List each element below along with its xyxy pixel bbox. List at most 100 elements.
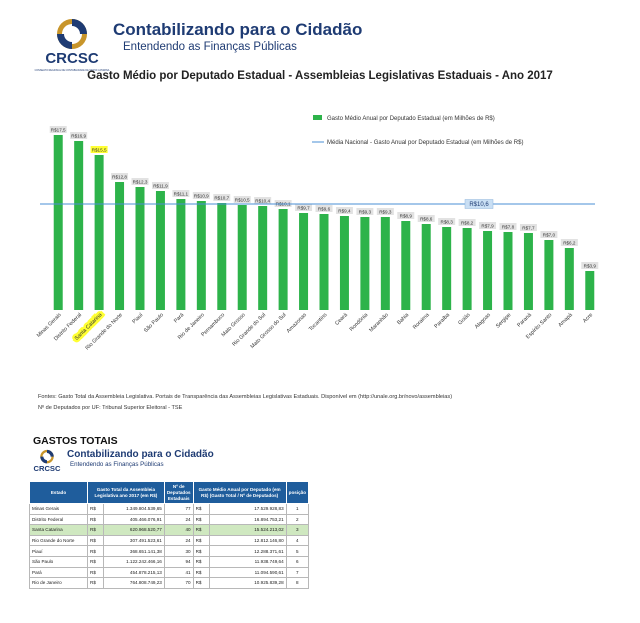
- table-row: Distrito Federal R$ 405.466.076,91 24 R$ 16.8…: [29, 513, 310, 526]
- cell-posicao: 5: [285, 545, 310, 557]
- cell-medio: 16.894.753,21: [208, 513, 287, 526]
- sources-note: Fontes: Gasto Total da Assembleia Legisl…: [38, 392, 452, 414]
- cell-currency: R$: [87, 577, 104, 589]
- data-label-2: R$16,9: [71, 133, 86, 138]
- bar-16: [360, 217, 370, 310]
- bar-2: [74, 141, 84, 310]
- data-label-10: R$10,5: [235, 197, 250, 202]
- bar-15: [339, 216, 349, 310]
- data-label-19: R$8,6: [420, 216, 433, 221]
- data-label-6: R$11,9: [153, 183, 168, 188]
- data-label-9: R$10,7: [214, 195, 229, 200]
- legend-line-label: Média Nacional - Gasto Anual por Deputad…: [327, 140, 523, 146]
- data-label-1: R$17,5: [51, 127, 66, 132]
- cell-currency: R$: [192, 534, 210, 547]
- cell-medio: 10.925.839,28: [208, 577, 287, 589]
- data-label-box-6: [151, 182, 169, 189]
- cell-posicao: 7: [285, 566, 310, 579]
- cell-medio: 15.524.213,02: [208, 524, 287, 536]
- cell-deputados: 40: [163, 524, 194, 536]
- table-row: São Paulo R$ 1.122.242.466,16 94 R$ 11.938.74…: [29, 555, 310, 568]
- data-label-box-23: [499, 223, 517, 230]
- cell-deputados: 41: [163, 566, 194, 579]
- cell-deputados: 24: [163, 534, 194, 547]
- data-label-box-26: [560, 239, 578, 246]
- data-label-8: R$10,9: [194, 193, 209, 198]
- bar-24: [523, 233, 533, 310]
- bar-19: [421, 224, 431, 310]
- cell-posicao: 2: [285, 513, 310, 526]
- data-label-13: R$9,7: [297, 205, 310, 210]
- mini-brand-subtitle: Entendendo as Finanças Públicas: [70, 461, 164, 468]
- bar-27: [585, 271, 595, 310]
- data-label-box-27: [581, 262, 599, 269]
- data-label-box-5: [131, 178, 149, 185]
- cell-currency: R$: [87, 566, 104, 579]
- data-label-box-18: [397, 212, 415, 219]
- cell-deputados: 77: [163, 503, 194, 515]
- sources-line-1: Fontes: Gasto Total da Assembleia Legisl…: [38, 394, 453, 400]
- cell-currency: R$: [87, 545, 104, 557]
- brand-subtitle: Entendendo as Finanças Públicas: [123, 41, 297, 53]
- data-label-18: R$8,9: [400, 213, 413, 218]
- legend: Gasto Médio Anual por Deputado Estadual …: [312, 115, 523, 146]
- bar-17: [380, 217, 390, 310]
- col-gasto-total: Gasto Total da Assembleia Legislativa an…: [87, 481, 165, 504]
- logo-caption: CONSELHO REGIONAL DE CONTABILIDADE DE SA…: [35, 69, 110, 72]
- cell-estado: São Paulo: [29, 555, 88, 568]
- data-label-box-3: [90, 146, 108, 153]
- data-label-24: R$7,7: [522, 225, 535, 230]
- gastos-table: Estado Gasto Total da Assembleia Legisla…: [29, 481, 310, 589]
- data-label-box-15: [335, 207, 353, 214]
- data-label-box-10: [233, 196, 251, 203]
- bar-8: [196, 201, 206, 310]
- cell-medio: 17.529.928,83: [208, 503, 287, 515]
- bar-25: [544, 240, 554, 310]
- table-row: Minas Gerais R$ 1.349.804.539,65 77 R$ 17.529…: [29, 503, 310, 515]
- crcsc-logo-small: CRCSC: [30, 448, 64, 476]
- category-label-15: Ceará: [334, 312, 349, 327]
- data-label-5: R$12,3: [133, 179, 148, 184]
- data-label-25: R$7,0: [543, 232, 556, 237]
- cell-medio: 11.094.590,61: [208, 566, 287, 579]
- bar-18: [401, 221, 411, 310]
- bar-21: [462, 228, 472, 310]
- average-label: R$10,6: [469, 202, 489, 208]
- cell-estado: Pará: [29, 566, 88, 579]
- table-row: Santa Catarina R$ 620.968.520,77 40 R$ 15.524…: [29, 524, 310, 536]
- cell-medio: 12.812.146,80: [208, 534, 287, 547]
- cell-currency: R$: [87, 534, 104, 547]
- bar-22: [483, 231, 493, 310]
- brand-title: Contabilizando para o Cidadão: [113, 20, 363, 39]
- category-label-21: Goiás: [457, 312, 471, 326]
- bar-20: [442, 227, 452, 310]
- category-label-19: Roraima: [412, 312, 431, 331]
- bar-5: [135, 187, 145, 310]
- bar-26: [564, 248, 574, 310]
- chart-title: Gasto Médio por Deputado Estadual - Asse…: [87, 70, 553, 82]
- col-gasto-medio: Gasto Médio Anual por Deputado (em R$) (…: [192, 481, 287, 504]
- category-label-24: Paraná: [516, 312, 533, 329]
- cell-posicao: 6: [285, 555, 310, 568]
- data-label-15: R$9,4: [338, 208, 351, 213]
- cell-medio: 11.938.749,64: [208, 555, 287, 568]
- data-label-box-16: [356, 208, 374, 215]
- average-label-box: [464, 199, 494, 209]
- data-label-box-19: [417, 215, 435, 222]
- data-label-14: R$9,6: [318, 206, 331, 211]
- category-label-17: Maranhão: [368, 312, 389, 333]
- data-label-27: R$3,9: [584, 263, 597, 268]
- cell-currency: R$: [192, 513, 210, 526]
- category-label-26: Amapá: [557, 312, 573, 328]
- bar-12: [278, 209, 288, 310]
- data-label-21: R$8,2: [461, 220, 474, 225]
- data-label-box-21: [458, 219, 476, 226]
- category-label-18: Bahia: [396, 312, 410, 326]
- bar-chart: R$17,5 R$16,9 R$15,5 R$12,8 R$12,3 R$11,9 R$11…: [36, 115, 599, 352]
- col-deputados: Nº de Deputados Estaduais: [163, 481, 194, 504]
- cell-total: 620.968.520,77: [103, 524, 165, 536]
- legend-bar-label: Gasto Médio Anual por Deputado Estadual …: [327, 116, 495, 122]
- data-label-box-22: [479, 222, 497, 229]
- cell-total: 405.466.076,91: [103, 513, 165, 526]
